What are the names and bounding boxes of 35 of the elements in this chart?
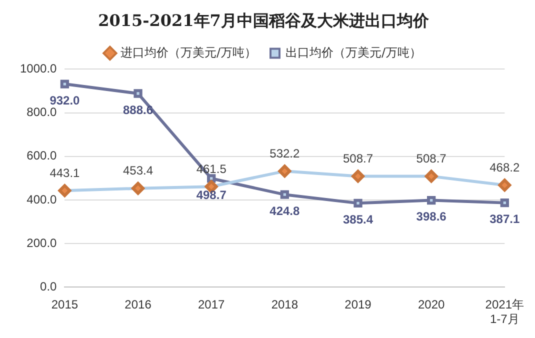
- data-label: 398.6: [416, 210, 447, 224]
- data-label: 932.0: [50, 93, 80, 108]
- point: [60, 80, 70, 88]
- data-label: 387.1: [490, 212, 520, 226]
- data-label: 453.4: [123, 164, 154, 178]
- x-tick-label: 2016: [124, 298, 152, 312]
- point: [134, 89, 142, 98]
- data-label: 424.8: [270, 204, 300, 218]
- y-tick-label: 1000.0: [20, 62, 58, 76]
- point: [207, 174, 216, 183]
- data-label: 508.7: [416, 152, 447, 166]
- data-label: 385.4: [342, 212, 374, 226]
- x-tick-label: 2019: [344, 298, 372, 312]
- point: [280, 190, 290, 199]
- y-tick-label: 800.0: [26, 105, 58, 120]
- y-tick-label: 0.0: [40, 280, 58, 294]
- x-tick-label: 2017: [198, 298, 226, 312]
- data-label: 468.2: [490, 160, 520, 174]
- x-tick-label: 2015: [51, 298, 78, 312]
- data-label: 443.1: [50, 166, 80, 180]
- point: [427, 196, 436, 205]
- data-label: 508.7: [342, 152, 374, 166]
- point: [500, 198, 509, 208]
- y-tick-label: 600.0: [26, 148, 58, 163]
- data-label: 498.7: [196, 188, 227, 202]
- x-tick-label: 2018: [271, 298, 298, 312]
- legend-label: 出口均价（万美元/万吨）: [286, 45, 422, 60]
- y-tick-label: 400.0: [26, 192, 58, 206]
- x-tick-label: 2020: [418, 298, 445, 312]
- legend-label: 进口均价（万美元/万吨）: [120, 45, 257, 60]
- data-label: 532.2: [270, 146, 300, 160]
- chart-title: 2015-2021年7月中国稻谷及大米进出口均价: [98, 10, 430, 30]
- y-tick-label: 200.0: [26, 236, 58, 250]
- x-tick-label: 2021年 1-7月: [485, 298, 524, 326]
- point: [354, 198, 362, 208]
